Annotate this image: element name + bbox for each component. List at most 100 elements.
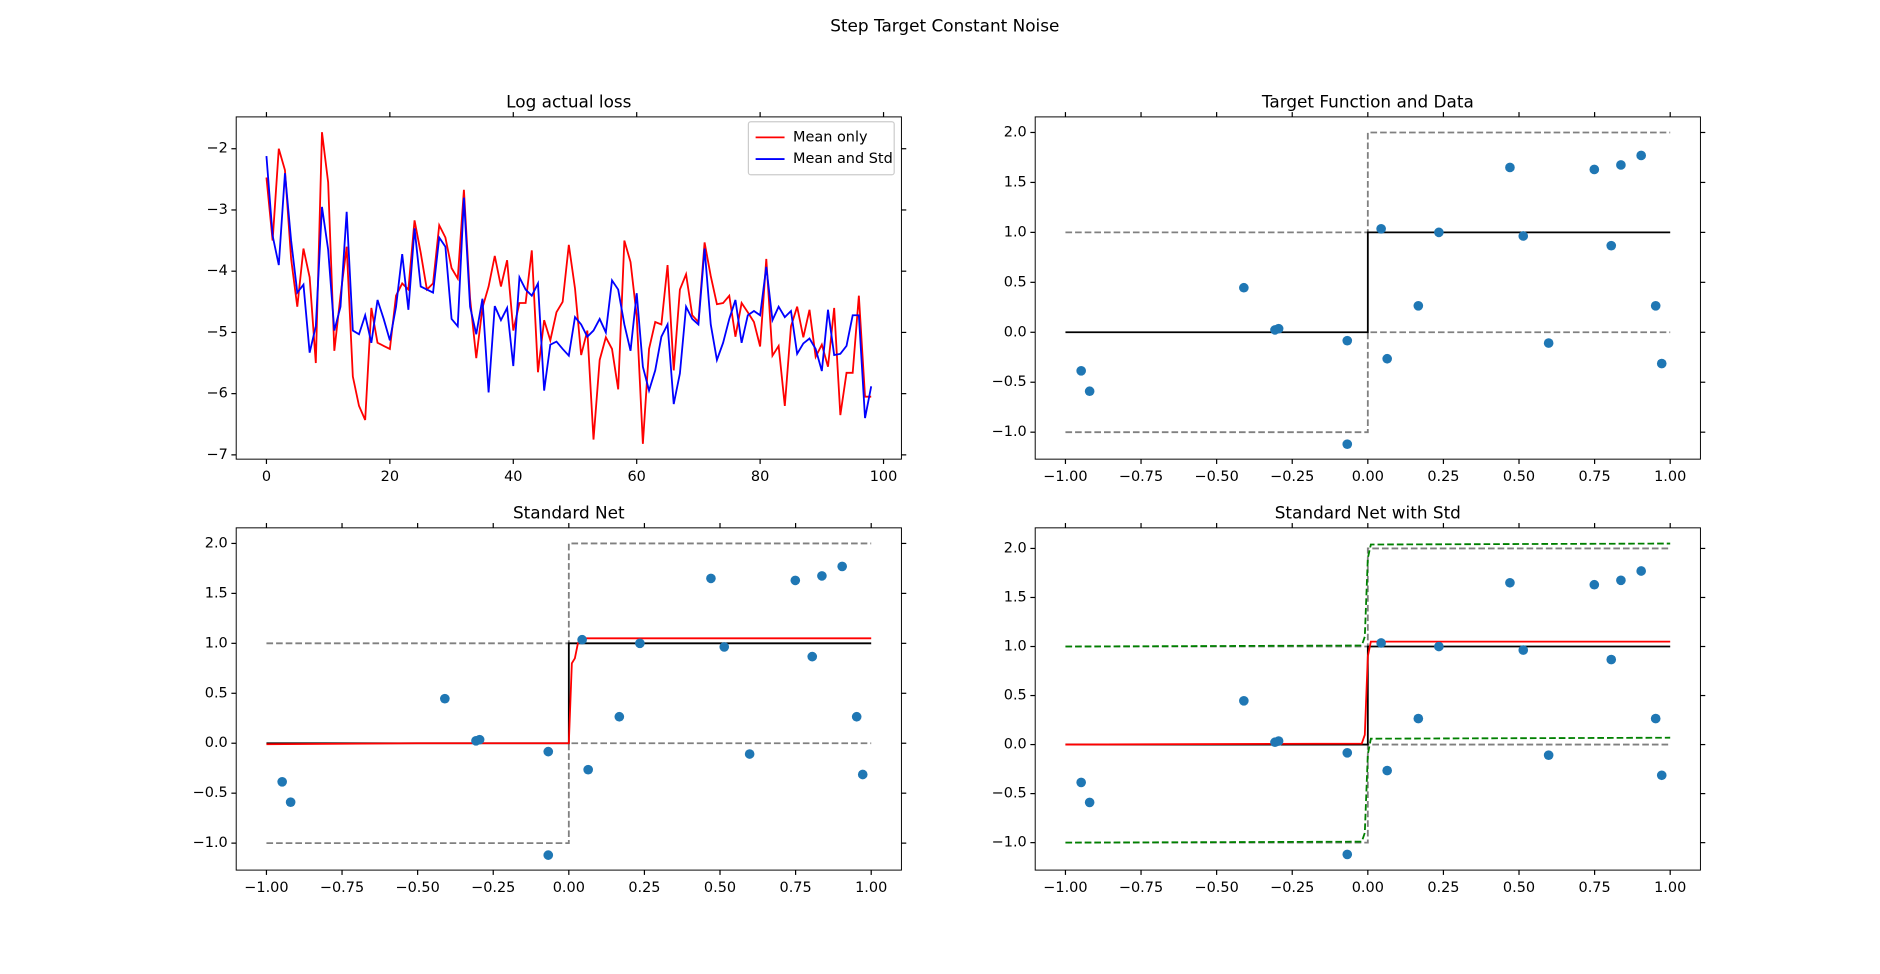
axes-frame: [235, 116, 902, 460]
data-point: [1543, 338, 1554, 348]
x-tick-label: −1.00: [1043, 880, 1087, 896]
legend-label: Mean and Std: [793, 151, 893, 167]
subplot-title: Standard Net: [513, 502, 625, 522]
y-tick-label: −5: [206, 324, 227, 340]
x-tick-label: 1.00: [1654, 469, 1686, 485]
data-point: [857, 769, 868, 780]
x-tick-label: −0.75: [1119, 469, 1163, 485]
x-tick-label: 0.00: [1352, 469, 1384, 485]
x-tick-label: 20: [381, 469, 399, 485]
data-point: [1076, 777, 1086, 788]
series-line: [265, 156, 873, 419]
data-point: [851, 711, 862, 722]
x-tick-label: −0.50: [1194, 880, 1238, 896]
y-tick-label: 2.0: [205, 535, 228, 551]
data-point: [577, 634, 587, 645]
series-line: [1065, 542, 1671, 648]
data-point: [1376, 638, 1386, 648]
x-tick-label: 0.00: [553, 880, 585, 896]
data-point: [837, 561, 847, 572]
data-point: [277, 776, 287, 787]
y-tick-label: −2: [206, 141, 227, 157]
y-tick-label: −0.5: [992, 786, 1027, 802]
legend-box: [747, 121, 895, 176]
x-tick-label: 1.00: [855, 880, 887, 896]
y-tick-label: 1.0: [205, 635, 228, 651]
y-tick-label: 2.0: [1004, 124, 1027, 140]
series-line: [266, 742, 872, 845]
data-point: [583, 764, 593, 775]
x-tick-label: 0.75: [1579, 469, 1611, 485]
x-tick-label: 40: [504, 469, 522, 485]
data-point: [1434, 641, 1444, 652]
figure-body: Step Target Constant Noise Log actual lo…: [193, 16, 1706, 896]
data-point: [1084, 797, 1095, 808]
data-point: [1505, 577, 1515, 588]
data-point: [1616, 160, 1626, 170]
series-line: [266, 542, 872, 645]
x-tick-label: −0.25: [1270, 880, 1314, 896]
x-tick-label: −0.25: [471, 880, 515, 896]
x-tick-label: −0.50: [395, 880, 439, 896]
y-tick-label: −1.0: [193, 835, 228, 851]
legend-label: Mean only: [793, 129, 868, 145]
data-point: [1636, 150, 1646, 161]
data-point: [1382, 765, 1392, 776]
axes-frame: [1034, 527, 1701, 871]
series-line: [1065, 131, 1671, 234]
y-tick-label: 1.0: [1004, 639, 1027, 655]
data-point: [1434, 227, 1444, 238]
data-point: [285, 797, 296, 807]
data-point: [1239, 696, 1249, 706]
y-tick-label: 1.5: [205, 585, 228, 601]
data-point: [1076, 366, 1086, 376]
y-tick-label: 1.5: [1004, 174, 1027, 190]
x-tick-label: 0.50: [1503, 469, 1535, 485]
data-point: [1656, 770, 1667, 781]
x-tick-label: 0.75: [1579, 880, 1611, 896]
y-tick-label: −7: [206, 447, 227, 463]
subplot-title: Log actual loss: [506, 91, 631, 111]
data-point: [1342, 849, 1353, 860]
y-tick-label: 0.0: [1004, 737, 1027, 753]
subplot-title: Target Function and Data: [1261, 91, 1474, 111]
x-tick-label: 100: [870, 469, 898, 485]
data-point: [790, 575, 801, 586]
subplot-title: Standard Net with Std: [1275, 502, 1461, 522]
data-point: [543, 850, 554, 860]
data-point: [1413, 300, 1424, 311]
y-tick-label: −0.5: [193, 785, 228, 801]
x-tick-label: −1.00: [244, 880, 288, 896]
data-point: [1656, 358, 1667, 369]
data-point: [1084, 386, 1095, 397]
data-point: [1273, 323, 1284, 334]
axes-frame: [235, 527, 902, 871]
x-tick-label: 0.25: [1427, 880, 1459, 896]
data-point: [1505, 162, 1515, 173]
y-tick-label: −3: [206, 202, 227, 218]
y-tick-label: 1.0: [1004, 224, 1027, 240]
x-tick-label: −0.75: [320, 880, 364, 896]
data-point: [1342, 747, 1353, 758]
y-tick-label: 0.5: [205, 685, 228, 701]
data-point: [1342, 335, 1353, 346]
x-tick-label: −1.00: [1043, 469, 1087, 485]
series-line: [1065, 231, 1671, 334]
data-point: [1342, 439, 1353, 449]
y-tick-label: −0.5: [992, 374, 1027, 390]
data-point: [1382, 353, 1392, 364]
y-tick-label: 1.5: [1004, 589, 1027, 605]
y-tick-label: 0.0: [1004, 324, 1027, 340]
data-point: [1606, 654, 1617, 665]
series-line: [1065, 640, 1671, 746]
figure-title: Step Target Constant Noise: [830, 16, 1059, 36]
y-tick-label: 2.0: [1004, 540, 1027, 556]
x-tick-label: 0.25: [628, 880, 660, 896]
data-point: [474, 734, 485, 745]
x-tick-label: 0: [262, 469, 271, 485]
data-point: [440, 693, 450, 704]
x-tick-label: 80: [751, 469, 769, 485]
data-point: [1616, 575, 1626, 586]
x-tick-label: 0.75: [780, 880, 812, 896]
data-point: [1606, 240, 1617, 251]
